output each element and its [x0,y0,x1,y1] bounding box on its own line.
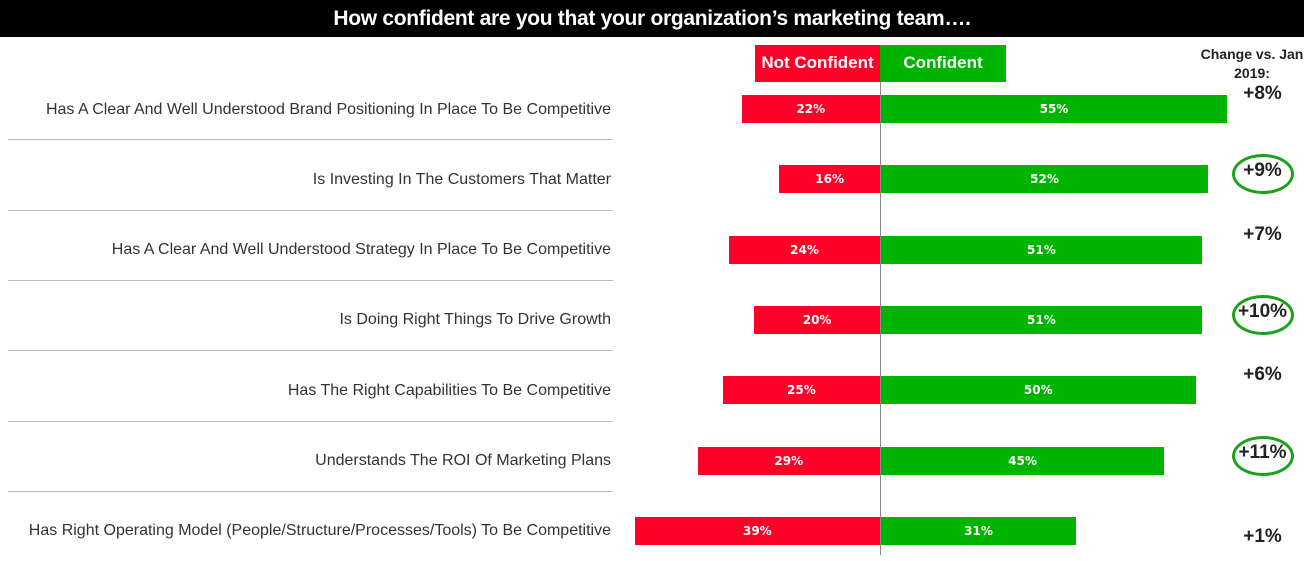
row-divider [8,279,613,281]
change-value: +8% [1243,83,1282,104]
category-label: Is Doing Right Things To Drive Growth [339,311,611,329]
bar-not-confident: 16% [779,165,880,194]
bar-confident: 55% [881,95,1227,123]
change-header: Change vs. Jan 2019: [1200,46,1304,81]
bar-not-confident: 29% [697,446,880,475]
bar-not-confident: 22% [741,95,880,123]
bar-confident: 52% [881,165,1209,194]
highlight-circle [1232,154,1294,195]
zero-axis [880,82,881,555]
bar-confident: 50% [881,376,1196,405]
row-divider [8,490,613,492]
highlight-circle [1232,435,1294,476]
row-divider [8,350,613,352]
row-divider [8,420,613,422]
category-label: Is Investing In The Customers That Matte… [312,170,611,188]
legend-not-confident: Not Confident [755,45,880,82]
category-label: Understands The ROI Of Marketing Plans [315,452,611,469]
bar-not-confident: 20% [754,305,880,334]
bar-not-confident: 24% [729,235,880,264]
legend-confident: Confident [880,45,1006,82]
category-label: Has The Right Capabilities To Be Competi… [287,381,611,399]
bar-not-confident: 25% [722,376,880,405]
bar-confident: 31% [881,516,1076,545]
highlight-circle [1232,294,1294,335]
change-value: +6% [1243,364,1282,386]
bar-confident: 45% [881,446,1165,475]
chart-title: How confident are you that your organiza… [0,0,1304,37]
bar-not-confident: 39% [634,516,880,545]
row-divider [8,209,613,211]
category-label: Has A Clear And Well Understood Brand Po… [45,100,611,118]
row-divider [8,139,613,141]
change-value: +7% [1243,223,1282,245]
bar-confident: 51% [881,305,1202,334]
bar-confident: 51% [881,235,1202,264]
change-value: +1% [1243,525,1282,547]
category-label: Has A Clear And Well Understood Strategy… [111,241,611,259]
category-label: Has Right Operating Model (People/Struct… [28,522,611,540]
